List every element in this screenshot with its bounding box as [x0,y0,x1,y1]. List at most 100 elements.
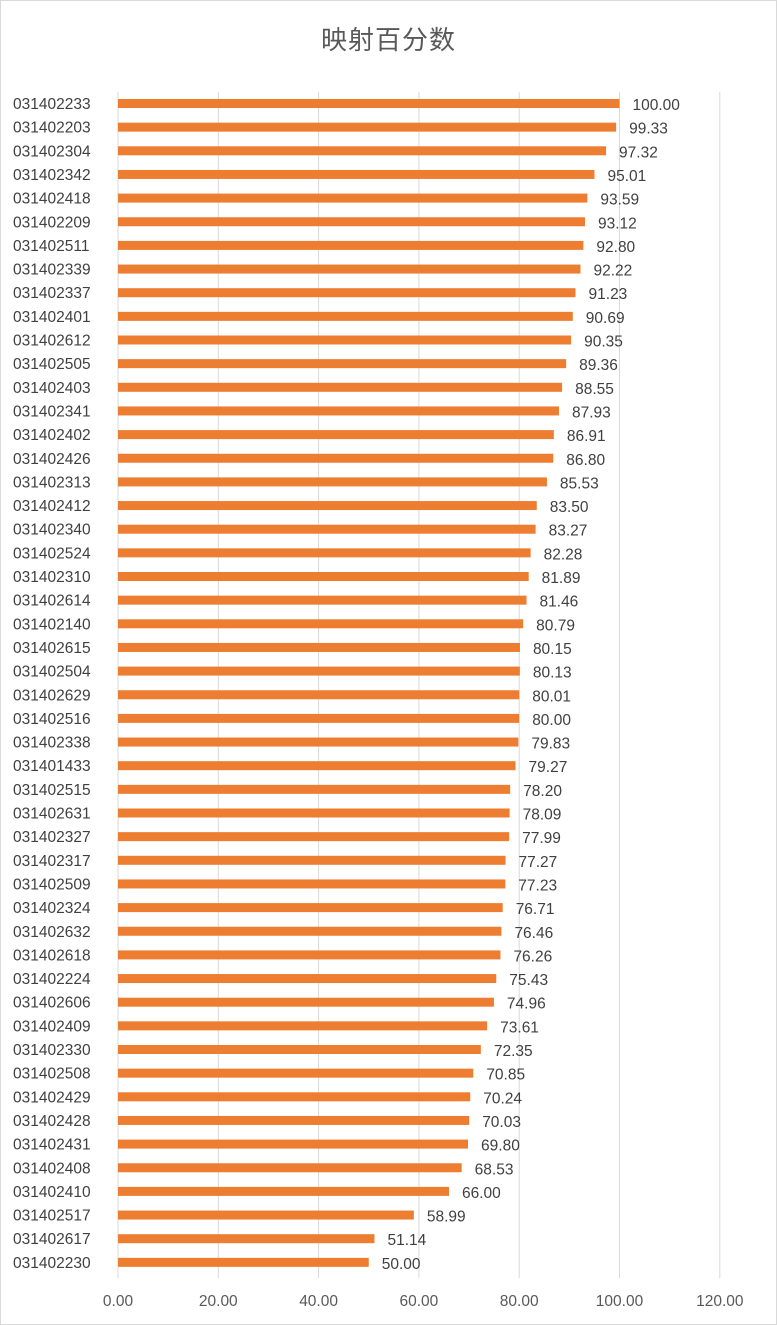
bar [118,832,510,842]
category-label: 031402418 [13,191,91,208]
value-label: 99.33 [629,121,668,138]
bar [118,666,520,676]
value-label: 81.46 [540,594,579,611]
chart-title: 映射百分数 [320,26,456,56]
bar [118,997,494,1007]
category-label: 031402629 [13,687,91,704]
bar [118,240,584,250]
bar [118,524,536,534]
category-label: 031402327 [13,829,91,846]
category-label: 031402606 [13,995,91,1012]
category-label: 031402338 [13,735,91,752]
category-label: 031402515 [13,782,91,799]
category-label: 031402324 [13,900,91,917]
x-tick-label: 0.00 [103,1293,134,1310]
category-label: 031402408 [13,1160,91,1177]
category-label: 031402632 [13,924,91,941]
value-label: 80.15 [533,641,572,658]
category-label: 031402339 [13,262,91,279]
value-label: 95.01 [607,168,646,185]
bar [118,761,516,771]
category-label: 031402631 [13,806,91,823]
bar [118,642,520,652]
category-label: 031402524 [13,545,91,562]
value-label: 92.22 [593,263,632,280]
bar [118,382,563,392]
value-label: 80.00 [532,712,571,729]
value-label: 58.99 [427,1209,466,1226]
category-label: 031402508 [13,1066,91,1083]
value-label: 90.69 [586,310,625,327]
value-label: 89.36 [579,357,618,374]
x-tick-label: 60.00 [400,1293,439,1310]
category-label: 031402505 [13,356,91,373]
bar [118,1021,488,1031]
bar [118,784,511,794]
value-label: 92.80 [596,239,635,256]
value-label: 77.23 [518,877,557,894]
bar [118,1186,449,1196]
category-label: 031402409 [13,1018,91,1035]
category-label: 031402330 [13,1042,91,1059]
value-label: 86.80 [566,452,605,469]
category-label: 031402511 [13,238,89,255]
value-label: 66.00 [462,1185,501,1202]
bar [118,1210,414,1220]
category-label: 031402203 [13,120,91,137]
value-label: 50.00 [382,1256,421,1273]
value-label: 85.53 [560,475,599,492]
category-label: 031402431 [13,1137,91,1154]
category-label: 031401433 [13,758,91,775]
value-label: 73.61 [500,1019,539,1036]
category-label: 031402429 [13,1089,91,1106]
bar [118,406,559,416]
bar [118,974,497,984]
category-label: 031402401 [13,309,91,326]
category-label: 031402233 [13,96,91,113]
bar [118,99,620,108]
value-label: 79.27 [529,759,568,776]
bar [118,690,520,700]
value-label: 97.32 [619,144,658,161]
value-label: 81.89 [542,570,581,587]
category-label: 031402337 [13,285,91,302]
category-label: 031402426 [13,451,91,468]
category-label: 031402612 [13,333,91,350]
bar [118,335,572,345]
value-label: 83.50 [550,499,589,516]
value-label: 75.43 [509,972,548,989]
x-tick-label: 80.00 [500,1293,539,1310]
value-label: 70.24 [483,1090,522,1107]
category-label: 031402516 [13,711,91,728]
bar-series [118,99,620,1267]
value-label: 93.12 [598,215,637,232]
value-label: 86.91 [567,428,606,445]
bar [118,619,524,629]
value-label: 100.00 [633,97,681,114]
category-label: 031402614 [13,593,91,610]
value-label: 82.28 [544,546,583,563]
category-label: 031402224 [13,971,91,988]
bar [118,288,576,298]
category-label: 031402341 [13,403,91,420]
category-label: 031402317 [13,853,91,870]
value-label: 69.80 [481,1138,520,1155]
category-label: 031402304 [13,143,91,160]
bar [118,1234,375,1244]
value-label: 80.79 [536,617,575,634]
value-label: 76.71 [516,901,555,918]
value-label: 88.55 [575,381,614,398]
bar [118,926,502,936]
category-label: 031402617 [13,1231,91,1248]
bar [118,501,537,511]
bar [118,1092,471,1102]
bar [118,453,554,463]
bar [118,1068,474,1078]
bar [118,122,617,132]
value-label: 77.99 [522,830,561,847]
category-label: 031402402 [13,427,91,444]
bar [118,950,501,960]
category-label: 031402340 [13,522,91,539]
x-axis-tick-labels: 0.00 20.00 40.00 60.00 80.00 100.00 120.00 [103,1293,744,1310]
